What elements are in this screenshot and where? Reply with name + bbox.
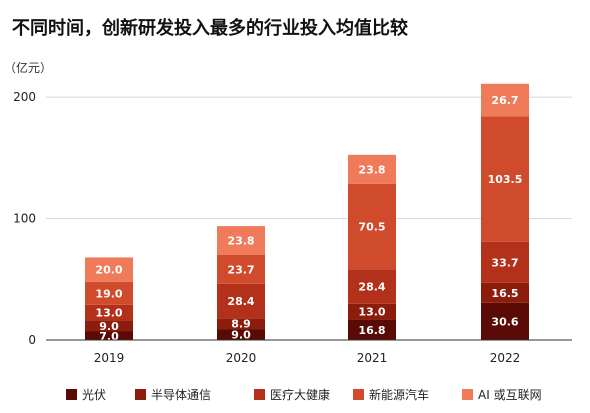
- unit-label: （亿元）: [4, 60, 52, 75]
- data-label: 13.0: [95, 307, 122, 320]
- chart-title: 不同时间，创新研发投入最多的行业投入均值比较: [12, 17, 408, 39]
- data-label: 70.5: [358, 221, 385, 234]
- data-label: 13.0: [358, 306, 385, 319]
- bar-segment: [481, 116, 529, 242]
- y-axis-ticks: 0 100 200: [13, 90, 36, 347]
- data-labels: 7.09.013.019.020.09.08.928.423.723.816.8…: [95, 94, 522, 343]
- data-label: 9.0: [99, 320, 119, 333]
- data-label: 8.9: [231, 318, 251, 331]
- legend-item: 光伏: [66, 388, 106, 402]
- bar-segment: [217, 318, 265, 330]
- x-axis-ticks: 2019 2020 2021 2022: [94, 351, 521, 365]
- bar-segment: [348, 303, 396, 320]
- legend-item: AI 或互联网: [462, 388, 542, 402]
- data-label: 23.8: [227, 235, 254, 248]
- y-tick-label: 100: [13, 212, 36, 226]
- bar-segment: [481, 282, 529, 303]
- legend-swatch: [353, 389, 364, 400]
- bars: [85, 83, 529, 340]
- bar-segment: [217, 329, 265, 340]
- x-tick-label: 2020: [226, 351, 257, 365]
- legend-label: 新能源汽车: [369, 387, 429, 402]
- bar-segment: [481, 241, 529, 283]
- data-label: 16.5: [491, 287, 518, 300]
- bar-segment: [348, 269, 396, 304]
- bar-segment: [348, 183, 396, 270]
- legend-swatch: [66, 389, 77, 400]
- bar-segment: [481, 302, 529, 340]
- data-label: 23.7: [227, 263, 254, 276]
- legend-swatch: [462, 389, 473, 400]
- bar-segment: [348, 319, 396, 340]
- legend-swatch: [135, 389, 146, 400]
- data-label: 23.8: [358, 163, 385, 176]
- legend-label: AI 或互联网: [478, 388, 542, 402]
- data-label: 9.0: [231, 329, 251, 342]
- bar-segment: [85, 304, 133, 321]
- x-tick-label: 2022: [490, 351, 521, 365]
- bar-segment: [217, 283, 265, 319]
- bar-segment: [85, 331, 133, 340]
- x-tick-label: 2019: [94, 351, 125, 365]
- data-label: 28.4: [227, 295, 254, 308]
- data-label: 30.6: [491, 315, 518, 328]
- legend-item: 半导体通信: [135, 388, 211, 402]
- legend-item: 新能源汽车: [353, 387, 429, 402]
- y-tick-label: 200: [13, 90, 36, 104]
- legend-swatch: [254, 389, 265, 400]
- bar-segment: [85, 281, 133, 305]
- data-label: 28.4: [358, 281, 385, 294]
- legend-label: 半导体通信: [151, 388, 211, 402]
- data-label: 20.0: [95, 264, 122, 277]
- legend-label: 光伏: [82, 388, 106, 402]
- bar-segment: [481, 83, 529, 117]
- data-label: 16.8: [358, 324, 385, 337]
- bar-segment: [217, 255, 265, 284]
- legend: 光伏 半导体通信 医疗大健康 新能源汽车 AI 或互联网: [66, 387, 542, 402]
- bar-segment: [85, 257, 133, 282]
- bar-segment: [85, 320, 133, 332]
- x-tick-label: 2021: [357, 351, 388, 365]
- data-label: 33.7: [491, 256, 518, 269]
- y-tick-label: 0: [28, 333, 36, 347]
- legend-item: 医疗大健康: [254, 387, 330, 402]
- data-label: 103.5: [488, 173, 523, 186]
- bar-segment: [217, 226, 265, 255]
- legend-label: 医疗大健康: [270, 387, 330, 402]
- data-label: 26.7: [491, 94, 518, 107]
- bar-segment: [348, 154, 396, 184]
- data-label: 19.0: [95, 287, 122, 300]
